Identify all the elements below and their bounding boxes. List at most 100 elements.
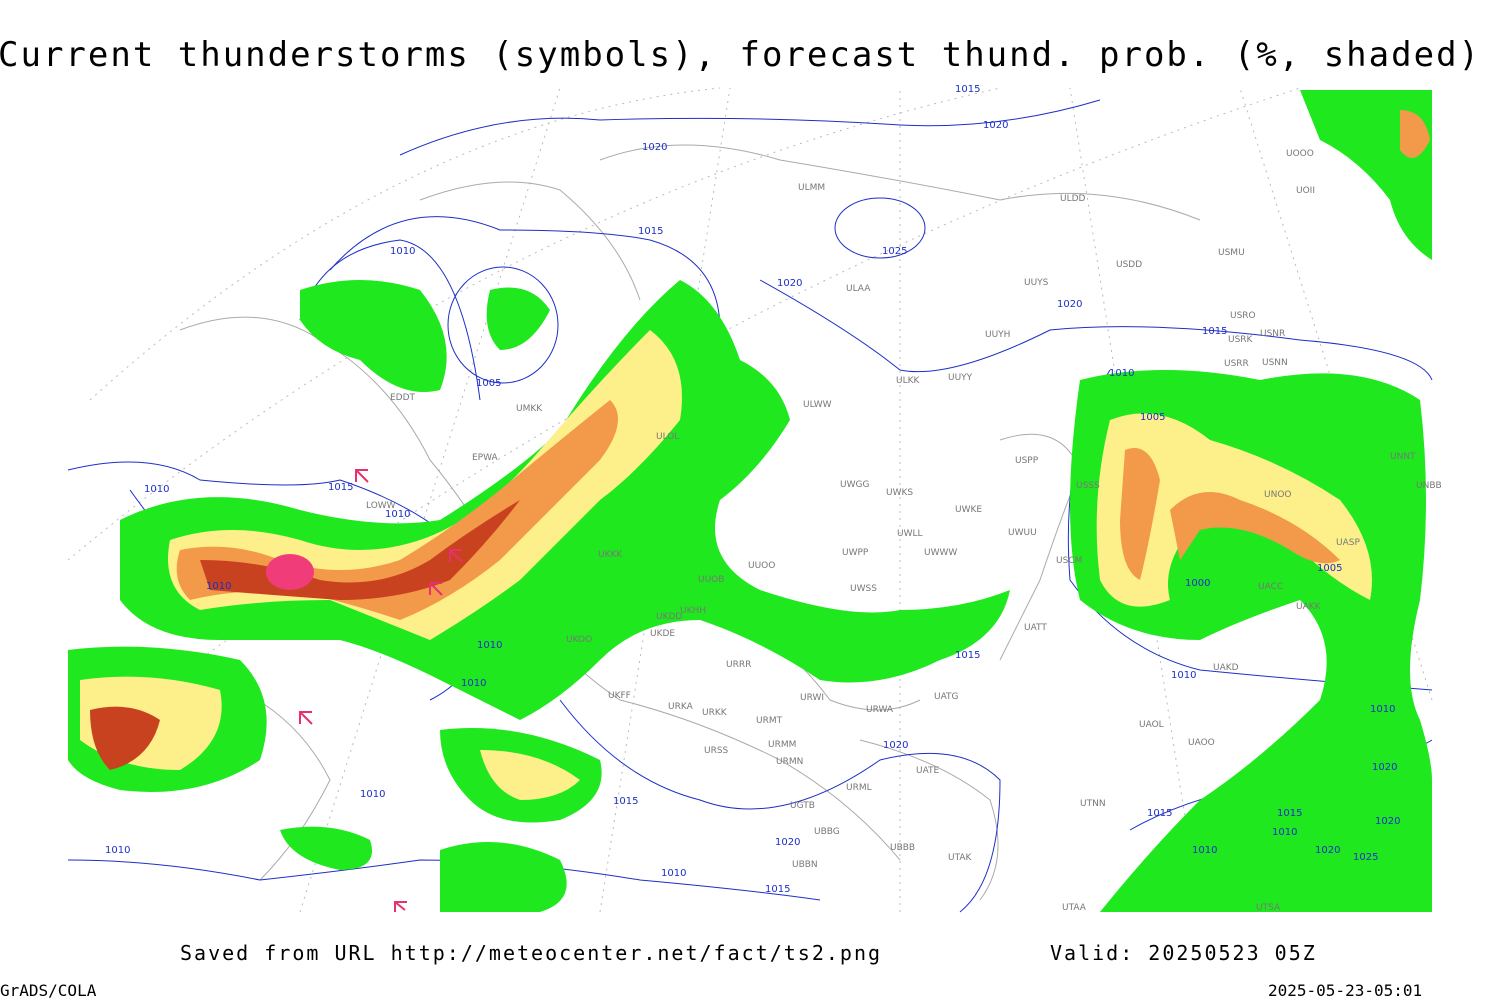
station-label: UNBB	[1416, 481, 1442, 491]
station-label: UAOL	[1139, 720, 1164, 730]
station-label: ULAA	[846, 284, 871, 294]
station-label: UUOB	[698, 575, 724, 585]
isobar-labels: 1015 1020 1020 1015 1010 1025 1020 1020 1015 1005…	[105, 84, 1400, 895]
isobar-label: 1000	[1185, 578, 1210, 589]
station-label: URKK	[702, 708, 728, 718]
station-label: UKFF	[608, 691, 631, 701]
isobar-label: 1015	[613, 796, 638, 807]
station-label: USNR	[1260, 329, 1285, 339]
station-label: UNNT	[1390, 452, 1416, 462]
station-label: USCM	[1056, 556, 1082, 566]
station-label: UATT	[1024, 623, 1047, 633]
station-label: USRO	[1230, 311, 1256, 321]
station-label: UWWW	[924, 548, 957, 558]
timestamp: 2025-05-23-05:01	[1268, 981, 1422, 1000]
station-label: UBBN	[792, 860, 818, 870]
station-label: USRR	[1224, 359, 1249, 369]
station-label: UKDE	[650, 629, 675, 639]
isobar-label: 1015	[328, 482, 353, 493]
station-label: ULDD	[1060, 194, 1086, 204]
station-label: USRK	[1228, 335, 1254, 345]
station-label: UACC	[1258, 582, 1283, 592]
station-label: ULMM	[798, 183, 825, 193]
probability-shading	[68, 90, 1432, 912]
isobar-label: 1020	[775, 837, 800, 848]
isobar-label: 1025	[1353, 852, 1378, 863]
station-label: URWA	[866, 705, 894, 715]
station-label: UTNN	[1080, 799, 1106, 809]
station-label: USDD	[1116, 260, 1142, 270]
station-label: USNN	[1262, 358, 1288, 368]
station-labels: ULMM ULDD USDD USMU UUYS ULAA UUYH USRO USRK USNR…	[366, 149, 1442, 913]
isobar-label: 1015	[1202, 326, 1227, 337]
isobar-label: 1020	[1375, 816, 1400, 827]
isobar-label: 1015	[955, 650, 980, 661]
station-label: UWKE	[955, 505, 982, 515]
isobar-label: 1020	[1372, 762, 1397, 773]
isobar-label: 1005	[1317, 563, 1342, 574]
isobar-label: 1020	[777, 278, 802, 289]
isobar-label: 1010	[1171, 670, 1196, 681]
station-label: URWI	[800, 693, 824, 703]
station-label: URMT	[756, 716, 783, 726]
title: Current thunderstorms (symbols), forecas…	[0, 35, 1481, 75]
station-label: UBBB	[890, 843, 915, 853]
station-label: UWPP	[842, 548, 869, 558]
station-label: ULWW	[803, 400, 832, 410]
station-label: UKHH	[680, 606, 706, 616]
isobar-label: 1025	[882, 246, 907, 257]
station-label: UBBG	[814, 827, 840, 837]
station-label: URMM	[768, 740, 796, 750]
isobar-label: 1010	[390, 246, 415, 257]
station-label: UUYY	[948, 373, 973, 383]
station-label: UATG	[934, 692, 959, 702]
station-label: UWSS	[850, 584, 877, 594]
station-label: UUOO	[748, 561, 775, 571]
station-label: EPWA	[472, 453, 499, 463]
station-label: UOII	[1296, 186, 1315, 196]
isobar-label: 1015	[1277, 808, 1302, 819]
isobar-label: 1010	[206, 581, 231, 592]
station-label: UWUU	[1008, 528, 1037, 538]
station-label: UUYH	[985, 330, 1010, 340]
station-label: UKOO	[566, 635, 592, 645]
isobar-label: 1010	[1370, 704, 1395, 715]
station-label: UWKS	[886, 488, 913, 498]
station-label: EDDT	[390, 393, 416, 403]
station-label: USPP	[1015, 456, 1039, 466]
isobar-label: 1010	[661, 868, 686, 879]
station-label: USSS	[1076, 481, 1100, 491]
station-label: UTAK	[948, 853, 973, 863]
station-label: URRR	[726, 660, 751, 670]
software: GrADS/COLA	[0, 981, 97, 1000]
station-label: UAKK	[1296, 602, 1322, 612]
station-label: URML	[846, 783, 872, 793]
station-label: URSS	[704, 746, 729, 756]
station-label: UMKK	[516, 404, 543, 414]
station-label: URKA	[668, 702, 694, 712]
isobar-label: 1010	[385, 509, 410, 520]
isobar-label: 1020	[1057, 299, 1082, 310]
station-label: USMU	[1218, 248, 1245, 258]
isobar-label: 1020	[1315, 845, 1340, 856]
isobar-label: 1015	[955, 84, 980, 95]
station-label: LOWW	[366, 501, 396, 511]
station-label: UAKD	[1213, 663, 1239, 673]
isobar-label: 1010	[105, 845, 130, 856]
isobar-label: 1010	[477, 640, 502, 651]
isobar-label: 1010	[144, 484, 169, 495]
isobar-label: 1005	[476, 378, 501, 389]
isobar-label: 1020	[983, 120, 1008, 131]
station-label: UWLL	[897, 529, 923, 539]
isobar-label: 1010	[1192, 845, 1217, 856]
station-label: ULKK	[896, 376, 921, 386]
station-label: ULOL	[656, 432, 679, 442]
station-label: UWGG	[840, 480, 869, 490]
isobar-label: 1015	[638, 226, 663, 237]
isobar-label: 1005	[1140, 412, 1165, 423]
isobar-label: 1010	[1272, 827, 1297, 838]
station-label: UGTB	[790, 801, 815, 811]
station-label: UTAA	[1062, 903, 1087, 913]
